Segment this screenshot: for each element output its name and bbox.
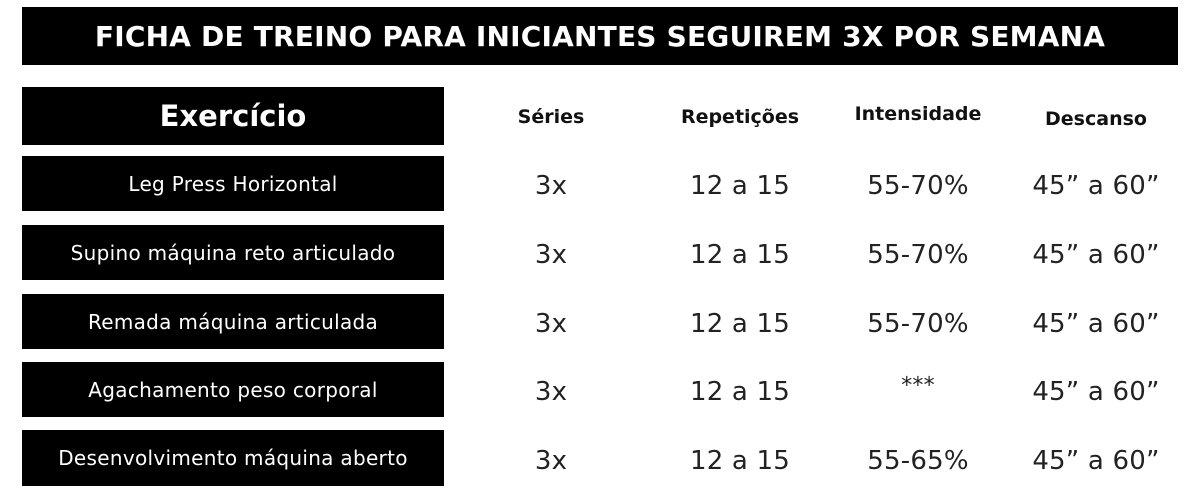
exercise-cell: Desenvolvimento máquina aberto	[22, 430, 444, 486]
intensity-cell: 55-70%	[867, 309, 969, 339]
repetitions-column-header: Repetições	[680, 106, 800, 128]
repetitions-cell: 12 a 15	[689, 309, 791, 339]
exercise-cell: Leg Press Horizontal	[22, 156, 444, 211]
page-title: FICHA DE TREINO PARA INICIANTES SEGUIREM…	[94, 19, 1106, 53]
series-cell: 3x	[534, 240, 568, 270]
repetitions-cell: 12 a 15	[689, 446, 791, 476]
repetitions-cell: 12 a 15	[689, 240, 791, 270]
intensity-cell: 55-65%	[867, 446, 969, 476]
title-banner: FICHA DE TREINO PARA INICIANTES SEGUIREM…	[22, 7, 1178, 65]
series-cell: 3x	[534, 171, 568, 201]
series-cell: 3x	[534, 309, 568, 339]
exercise-cell: Agachamento peso corporal	[22, 362, 444, 417]
exercise-name: Agachamento peso corporal	[88, 377, 378, 402]
exercise-header-box: Exercício	[22, 87, 444, 145]
intensity-cell: 55-70%	[867, 240, 969, 270]
intensity-column-header: Intensidade	[854, 103, 982, 125]
intensity-cell: ***	[901, 373, 935, 399]
series-cell: 3x	[534, 377, 568, 407]
repetitions-cell: 12 a 15	[689, 171, 791, 201]
rest-column-header: Descanso	[1045, 108, 1147, 130]
rest-cell: 45” a 60”	[1032, 309, 1160, 339]
rest-cell: 45” a 60”	[1032, 377, 1160, 407]
series-column-header: Séries	[517, 106, 585, 128]
exercise-name: Desenvolvimento máquina aberto	[58, 446, 408, 470]
exercise-cell: Supino máquina reto articulado	[22, 225, 444, 280]
exercise-column-header: Exercício	[159, 99, 307, 133]
exercise-name: Leg Press Horizontal	[128, 171, 338, 196]
exercise-name: Remada máquina articulada	[87, 309, 379, 334]
rest-cell: 45” a 60”	[1032, 240, 1160, 270]
rest-cell: 45” a 60”	[1032, 446, 1160, 476]
exercise-name: Supino máquina reto articulado	[70, 240, 396, 265]
exercise-cell: Remada máquina articulada	[22, 294, 444, 349]
series-cell: 3x	[534, 446, 568, 476]
rest-cell: 45” a 60”	[1032, 171, 1160, 201]
intensity-cell: 55-70%	[867, 171, 969, 201]
repetitions-cell: 12 a 15	[689, 377, 791, 407]
